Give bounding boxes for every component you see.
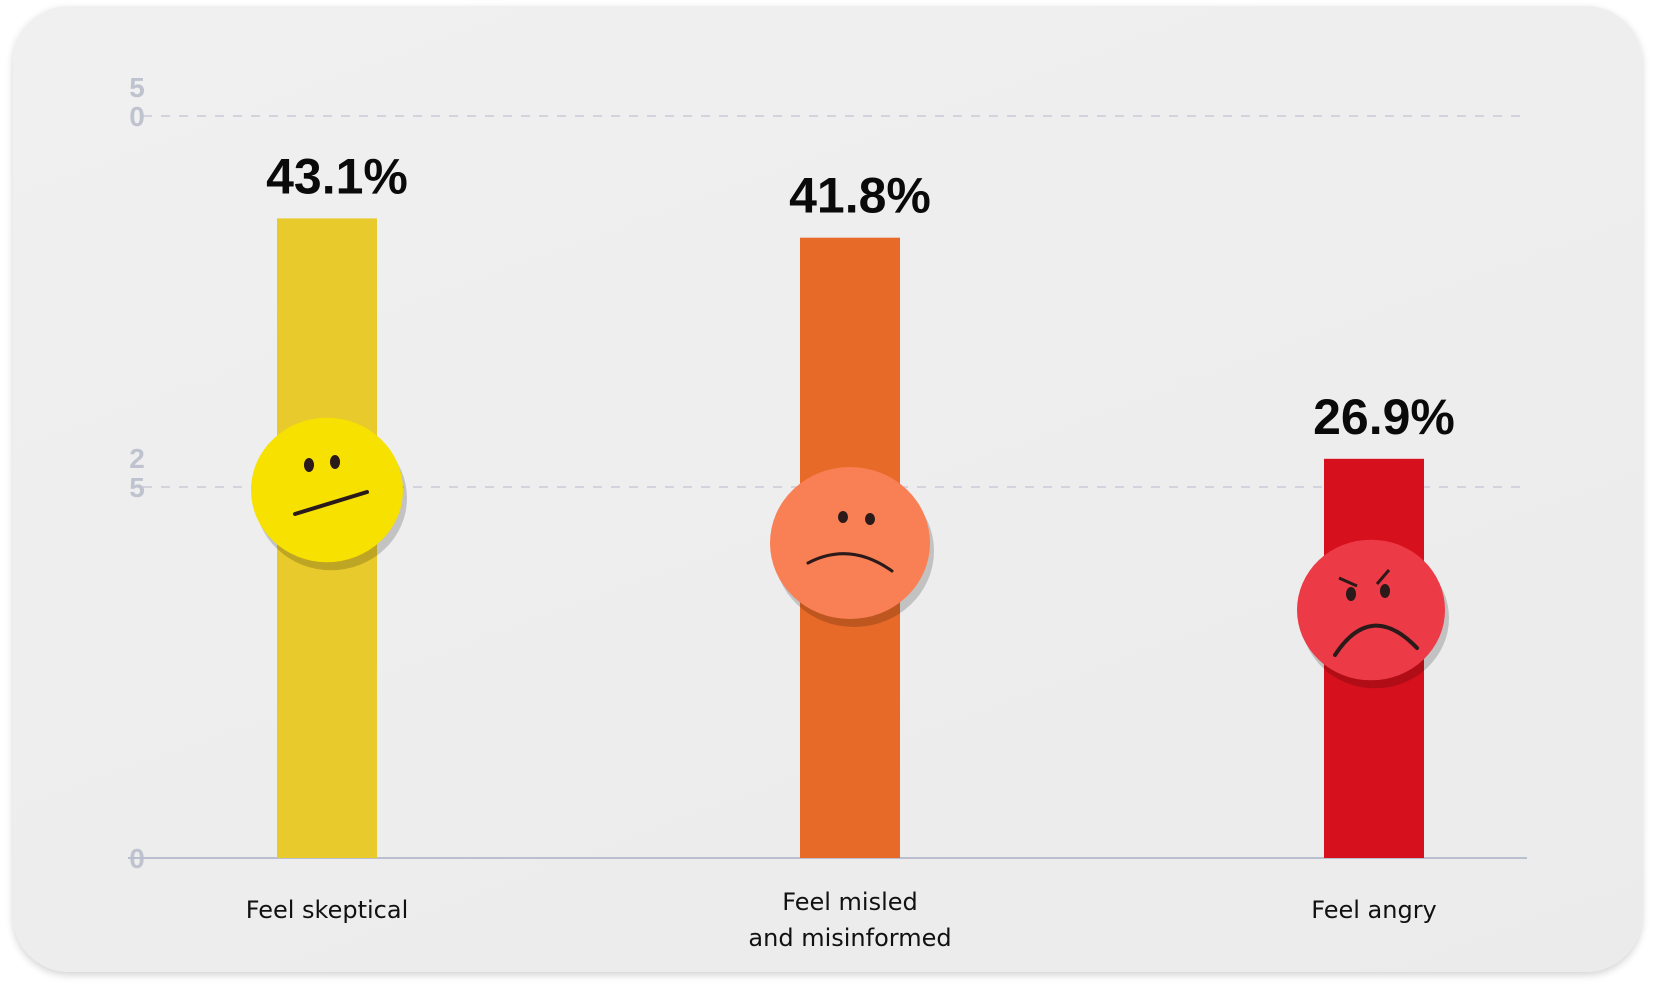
value-label: 41.8% [789, 168, 931, 224]
sad-face-icon [770, 467, 934, 627]
category-label: Feel skeptical [246, 896, 409, 924]
category-label: Feel misled and misinformed [748, 888, 951, 952]
value-label: 43.1% [266, 148, 408, 204]
angry-face-icon [1297, 539, 1449, 689]
value-label: 26.9% [1313, 389, 1455, 445]
neutral-face-icon [251, 417, 407, 571]
category-label: Feel angry [1311, 896, 1437, 924]
